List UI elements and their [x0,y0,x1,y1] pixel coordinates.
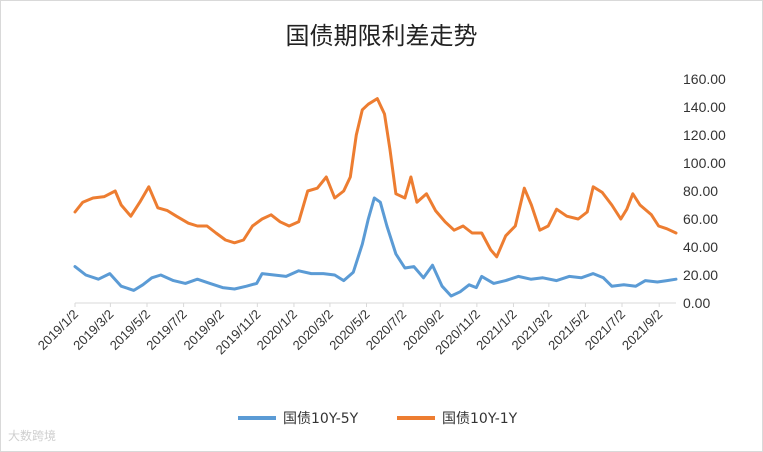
y-tick-label: 100.00 [683,155,726,171]
series-line-10y-5y [73,196,678,298]
y-tick-label: 20.00 [683,267,718,283]
legend: 国债10Y-5Y 国债10Y-1Y [238,411,518,427]
legend-label-10y-1y: 国债10Y-1Y [442,411,518,427]
x-axis-ticks: 2019/1/22019/3/22019/5/22019/7/22019/9/2… [35,303,665,357]
x-tick-label: 2021/7/2 [582,307,628,353]
y-tick-label: 40.00 [683,239,718,255]
y-axis-ticks: 0.00 20.00 40.00 60.00 80.00 100.00 120.00 140.… [683,71,726,311]
legend-label-10y-5y: 国债10Y-5Y [283,411,359,427]
y-tick-label: 120.00 [683,127,726,143]
y-tick-label: 160.00 [683,71,726,87]
watermark: 大数跨境 [8,429,57,443]
x-tick-label: 2021/9/2 [619,307,665,353]
y-tick-label: 60.00 [683,211,718,227]
y-tick-label: 80.00 [683,183,718,199]
y-tick-label: 140.00 [683,99,726,115]
chart-title: 国债期限利差走势 [285,22,478,50]
x-tick-label: 2020/7/2 [363,307,409,353]
series-line-10y-1y [73,97,678,259]
x-tick-label: 2019/7/2 [143,307,189,353]
y-tick-label: 0.00 [683,295,710,311]
series-group [73,97,678,298]
